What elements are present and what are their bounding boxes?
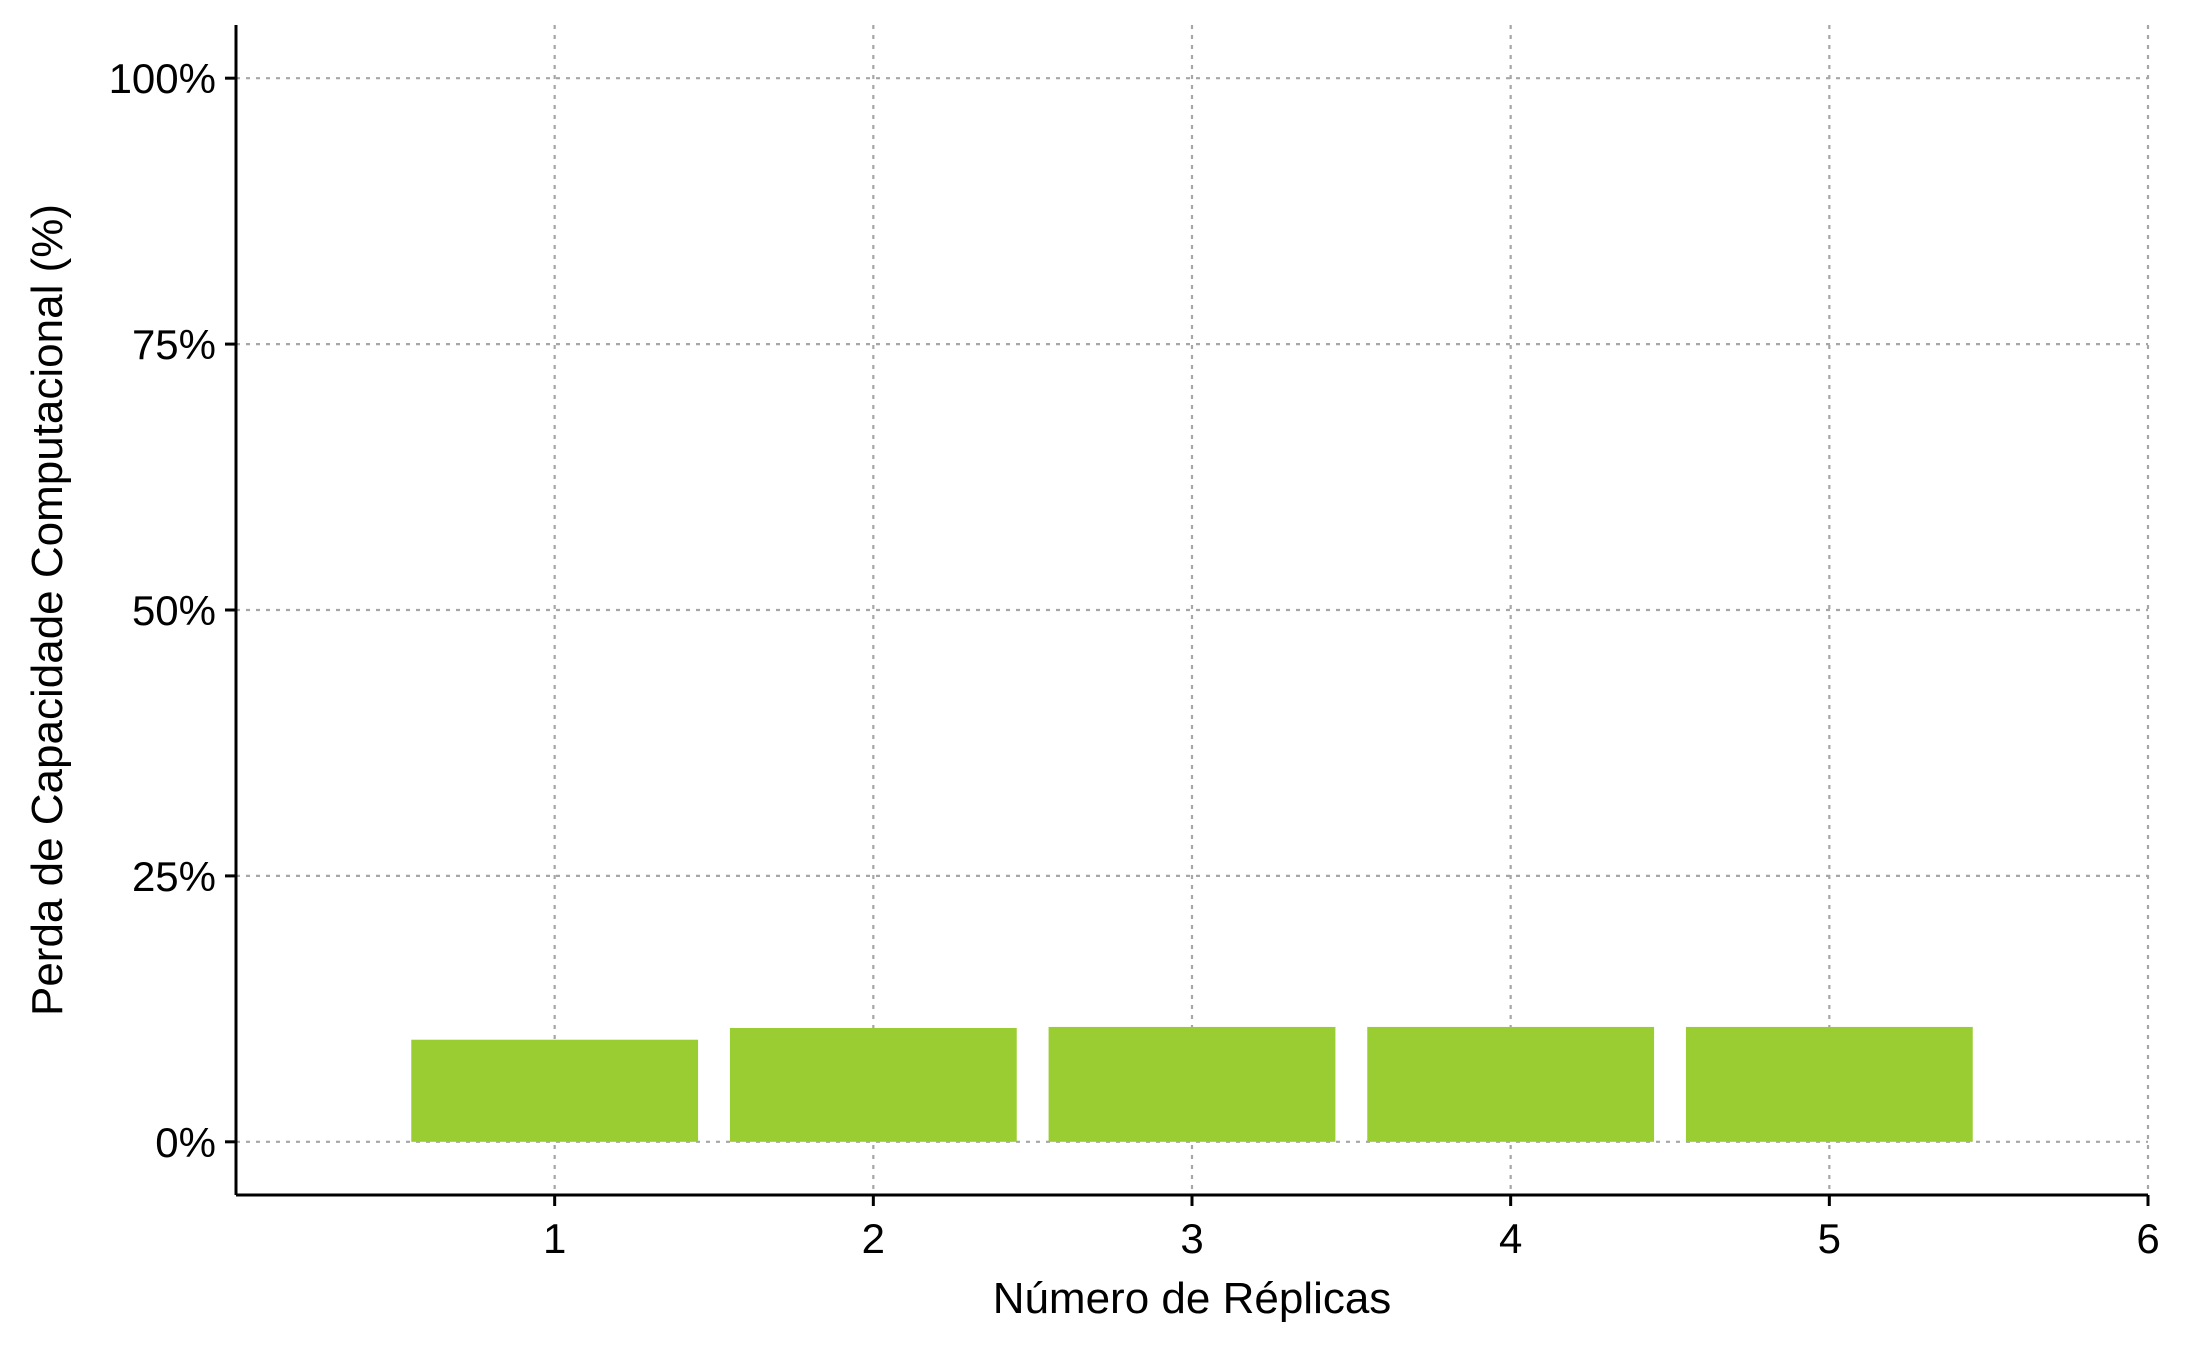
x-tick-label-3: 3 <box>1180 1215 1203 1262</box>
x-tick-label-5: 5 <box>1818 1215 1841 1262</box>
bars <box>411 1026 1973 1142</box>
axes <box>234 25 2148 1197</box>
x-tick-label-6: 6 <box>2136 1215 2159 1262</box>
y-tick-label-0: 0% <box>155 1119 216 1166</box>
bar-1 <box>411 1039 699 1142</box>
y-tick-label-75: 75% <box>132 321 216 368</box>
y-axis-title: Perda de Capacidade Computacional (%) <box>23 204 72 1016</box>
bar-5 <box>1685 1026 1973 1142</box>
ticks: 0% 25% 50% 75% 100% 1 2 3 4 5 6 <box>109 55 2160 1262</box>
y-tick-label-25: 25% <box>132 853 216 900</box>
x-tick-label-4: 4 <box>1499 1215 1522 1262</box>
bar-3 <box>1048 1026 1336 1142</box>
grid-lines <box>236 25 2150 1195</box>
bar-4 <box>1367 1026 1655 1142</box>
y-tick-label-50: 50% <box>132 587 216 634</box>
x-tick-label-1: 1 <box>543 1215 566 1262</box>
bar-2 <box>729 1028 1017 1142</box>
x-tick-label-2: 2 <box>862 1215 885 1262</box>
x-axis-title: Número de Réplicas <box>993 1274 1392 1323</box>
y-tick-label-100: 100% <box>109 55 216 102</box>
